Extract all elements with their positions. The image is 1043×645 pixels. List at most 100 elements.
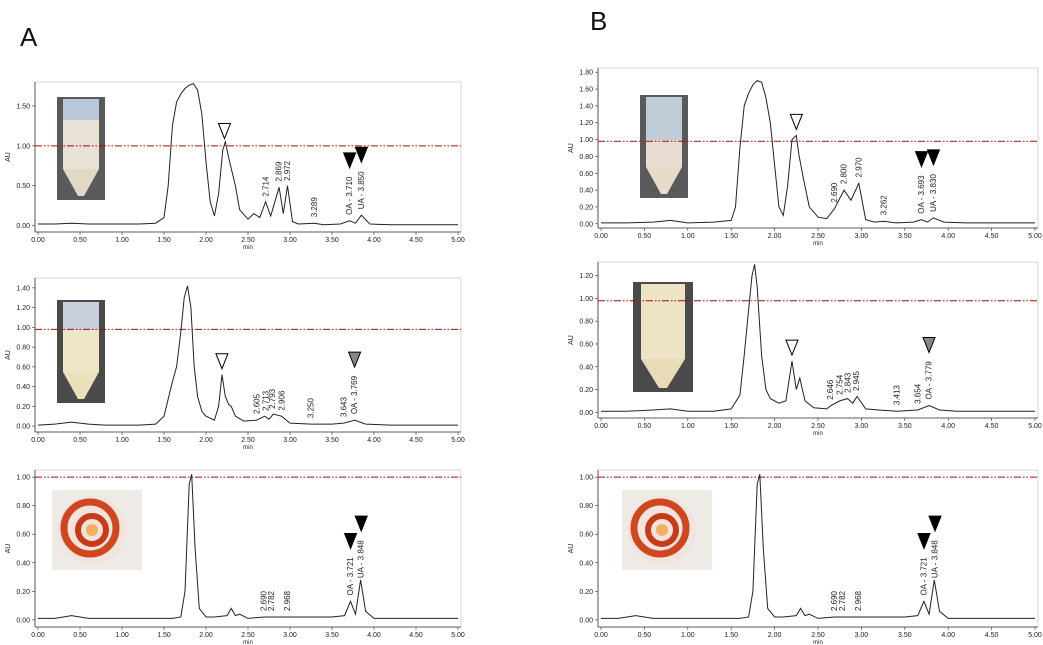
y-tick-label: 0.00 [16, 223, 30, 230]
peak-marker [347, 351, 362, 369]
x-tick-label: 3.00 [855, 423, 869, 430]
peak-marker [789, 113, 804, 131]
x-tick-label: 1.00 [681, 632, 695, 639]
x-tick-label: 3.00 [855, 632, 869, 639]
x-tick-label: 4.00 [367, 632, 381, 639]
x-tick-label: 3.50 [325, 237, 339, 244]
peak-label: OA - 3.721 [919, 557, 928, 596]
x-tick-label: 4.50 [985, 632, 999, 639]
x-tick-label: 3.50 [898, 423, 912, 430]
peak-label: 2.970 [854, 157, 863, 178]
x-tick-label: 3.50 [898, 233, 912, 240]
peak-label: 2.843 [843, 372, 852, 393]
peak-label: OA - 3.779 [925, 361, 934, 400]
y-tick-label: 0.00 [16, 617, 30, 624]
x-tick-label: 0.00 [31, 237, 45, 244]
y-tick-label: 0.20 [579, 387, 593, 394]
trace [38, 82, 458, 226]
x-tick-label: 1.50 [157, 237, 171, 244]
x-tick-label: 2.50 [241, 632, 255, 639]
y-tick-label: 0.80 [16, 345, 30, 352]
peak-label: 2.945 [852, 370, 861, 391]
peak-label: 2.968 [854, 590, 863, 611]
y-tick-label: 0.50 [16, 183, 30, 190]
trace [601, 264, 1035, 412]
peak-label: UA - 3.850 [357, 171, 366, 209]
y-tick-label: 1.00 [16, 325, 30, 332]
x-tick-label: 2.50 [811, 423, 825, 430]
y-tick-label: 0.80 [579, 503, 593, 510]
trace [38, 474, 458, 619]
y-tick-label: 0.40 [579, 188, 593, 195]
peak-marker [343, 533, 358, 550]
peak-label: UA - 3.848 [357, 540, 366, 578]
peak-label: 2.869 [274, 161, 283, 182]
x-tick-label: 5.00 [451, 437, 465, 444]
x-tick-label: 2.50 [241, 437, 255, 444]
x-tick-label: 0.00 [31, 437, 45, 444]
peak-label: 2.605 [252, 393, 261, 414]
peak-label: 2.690 [830, 182, 839, 203]
peak-marker [922, 337, 936, 354]
peak-label: 2.972 [283, 160, 292, 181]
y-tick-label: 1.20 [579, 273, 593, 280]
peak-marker [785, 339, 799, 357]
x-tick-label: 4.50 [409, 632, 423, 639]
x-tick-label: 2.50 [811, 233, 825, 240]
x-tick-label: 3.00 [283, 237, 297, 244]
peak-label: OA - 3.721 [346, 557, 355, 596]
y-tick-label: 1.00 [16, 475, 30, 482]
x-tick-label: 4.00 [941, 423, 955, 430]
y-tick-label: 1.20 [16, 305, 30, 312]
y-tick-label: 0.60 [579, 341, 593, 348]
x-tick-label: 5.00 [1028, 233, 1042, 240]
x-tick-label: 3.00 [283, 632, 297, 639]
y-axis-label: AU [568, 544, 575, 554]
peak-label: 2.690 [259, 590, 268, 611]
trace [601, 80, 1035, 224]
y-axis-label: AU [5, 350, 12, 360]
peak-marker [914, 151, 929, 169]
x-tick-label: 4.50 [409, 237, 423, 244]
x-axis-label: min [243, 445, 253, 451]
x-tick-label: 0.00 [594, 632, 608, 639]
x-tick-label: 4.50 [985, 423, 999, 430]
inset-photo [52, 95, 712, 570]
peak-label: 3.262 [880, 195, 889, 216]
x-tick-label: 1.50 [724, 632, 738, 639]
peak-marker [354, 146, 369, 164]
x-tick-label: 1.50 [157, 632, 171, 639]
peak-label: 2.968 [283, 590, 292, 611]
x-tick-label: 0.00 [31, 632, 45, 639]
peak-label: UA - 3.830 [929, 174, 938, 212]
x-tick-label: 1.00 [115, 632, 129, 639]
y-tick-label: 0.00 [579, 617, 593, 624]
x-axis-label: min [243, 640, 253, 645]
y-tick-label: 0.20 [579, 204, 593, 211]
y-tick-label: 0.60 [579, 171, 593, 178]
y-tick-label: 1.40 [579, 103, 593, 110]
x-tick-label: 2.50 [811, 632, 825, 639]
x-tick-label: 4.00 [941, 233, 955, 240]
peak-marker [354, 515, 368, 533]
peak-label: 3.413 [893, 385, 902, 406]
peak-marker [342, 152, 357, 170]
y-axis-label: AU [5, 152, 12, 162]
x-tick-label: 3.00 [283, 437, 297, 444]
x-axis-label: min [243, 245, 253, 251]
y-tick-label: 0.80 [579, 154, 593, 161]
x-axis-label: min [813, 241, 823, 247]
x-tick-label: 4.00 [941, 632, 955, 639]
peak-marker [928, 515, 942, 533]
peak-label: OA - 3.769 [350, 375, 359, 414]
panel-label: A [20, 22, 38, 52]
y-tick-label: 0.00 [16, 424, 30, 431]
x-tick-label: 3.50 [325, 632, 339, 639]
x-tick-label: 0.50 [638, 632, 652, 639]
x-tick-label: 5.00 [1028, 423, 1042, 430]
peak-label: 2.646 [826, 379, 835, 400]
peak-label: 3.654 [914, 383, 923, 404]
x-tick-label: 2.00 [199, 632, 213, 639]
y-tick-label: 0.80 [579, 319, 593, 326]
peak-marker [215, 353, 229, 371]
